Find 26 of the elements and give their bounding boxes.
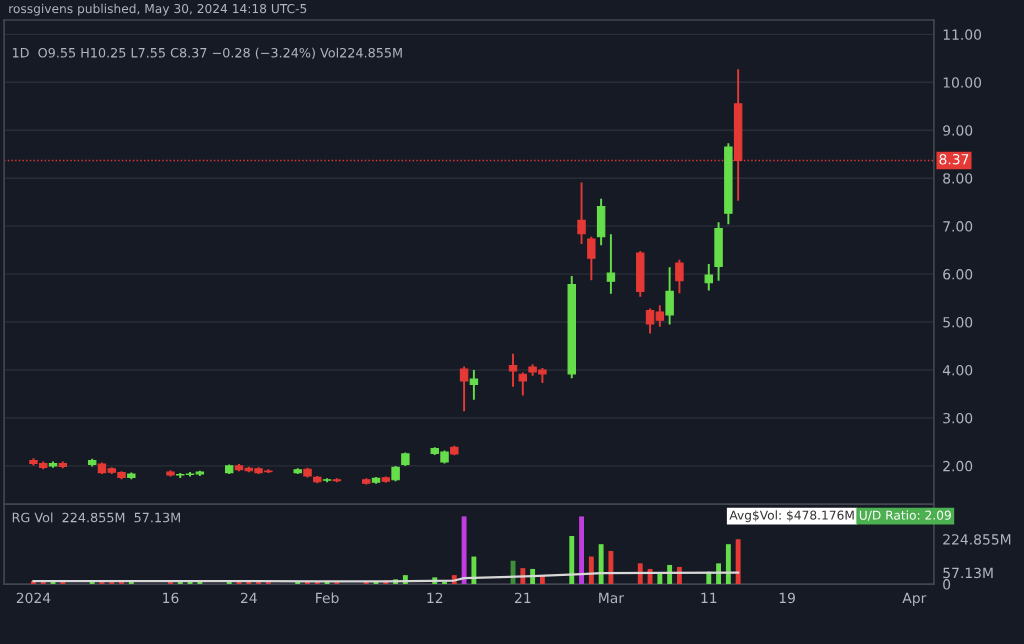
bar [725, 544, 731, 585]
candlestick [675, 259, 684, 294]
bar [461, 516, 467, 585]
candlestick [606, 234, 616, 294]
bar [598, 544, 604, 585]
candlestick [469, 369, 479, 400]
bar [471, 556, 477, 585]
candlestick [665, 267, 674, 325]
candlestick [714, 222, 723, 281]
candlestick [596, 198, 606, 246]
bar [569, 535, 575, 585]
bar [735, 539, 741, 585]
bar [716, 563, 722, 585]
bar [608, 550, 614, 585]
bar [667, 564, 673, 585]
candlestick [508, 353, 518, 387]
bar [637, 563, 643, 585]
bar [579, 516, 584, 585]
candlestick [577, 182, 586, 244]
candlestick [636, 251, 645, 297]
bar [588, 556, 594, 585]
candlestick [587, 236, 596, 281]
candlestick [704, 264, 714, 291]
bar [657, 573, 663, 585]
candlestick [518, 372, 528, 396]
candlestick [459, 366, 469, 412]
